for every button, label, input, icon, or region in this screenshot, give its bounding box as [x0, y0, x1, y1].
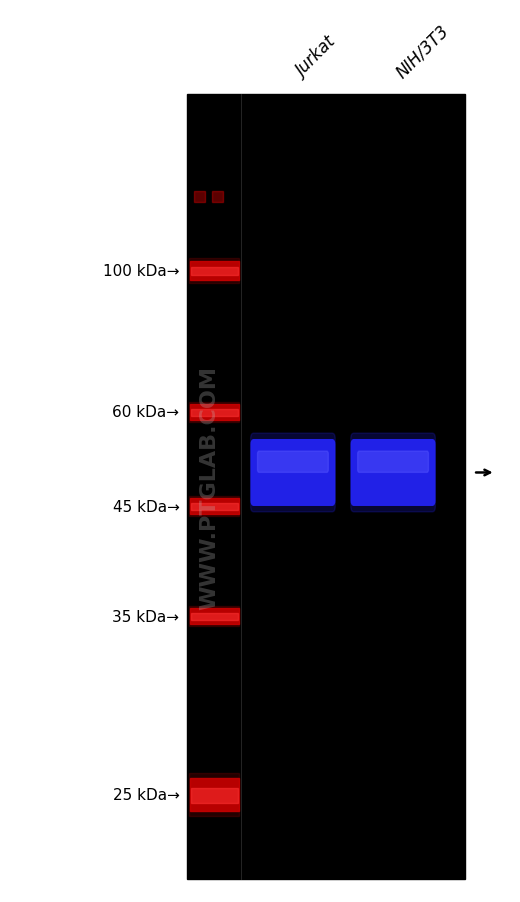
Bar: [190, 503, 238, 511]
Bar: [190, 262, 239, 281]
FancyBboxPatch shape: [251, 440, 335, 506]
Bar: [190, 613, 238, 621]
Bar: [190, 778, 239, 811]
Bar: [212, 192, 224, 203]
Text: Jurkat: Jurkat: [293, 34, 340, 81]
FancyBboxPatch shape: [257, 452, 328, 473]
Text: 45 kDa→: 45 kDa→: [112, 499, 179, 514]
Bar: [194, 192, 205, 203]
Bar: [189, 496, 239, 517]
Text: 35 kDa→: 35 kDa→: [112, 609, 179, 624]
Bar: [190, 405, 239, 420]
Bar: [190, 267, 238, 276]
Bar: [190, 788, 238, 803]
Bar: [189, 259, 239, 284]
Bar: [190, 499, 239, 514]
Text: 60 kDa→: 60 kDa→: [112, 405, 179, 420]
FancyBboxPatch shape: [352, 440, 435, 506]
Text: 25 kDa→: 25 kDa→: [112, 787, 179, 802]
Text: 100 kDa→: 100 kDa→: [103, 263, 179, 279]
Bar: [189, 402, 239, 423]
Bar: [190, 410, 238, 417]
FancyBboxPatch shape: [251, 434, 335, 512]
Bar: [190, 609, 239, 624]
Text: NIH/3T3: NIH/3T3: [393, 22, 453, 81]
Bar: [189, 773, 239, 816]
Bar: [187, 95, 465, 879]
FancyBboxPatch shape: [358, 452, 428, 473]
FancyBboxPatch shape: [351, 434, 435, 512]
Bar: [189, 606, 239, 627]
Text: WWW.PTGLAB.COM: WWW.PTGLAB.COM: [200, 365, 219, 609]
